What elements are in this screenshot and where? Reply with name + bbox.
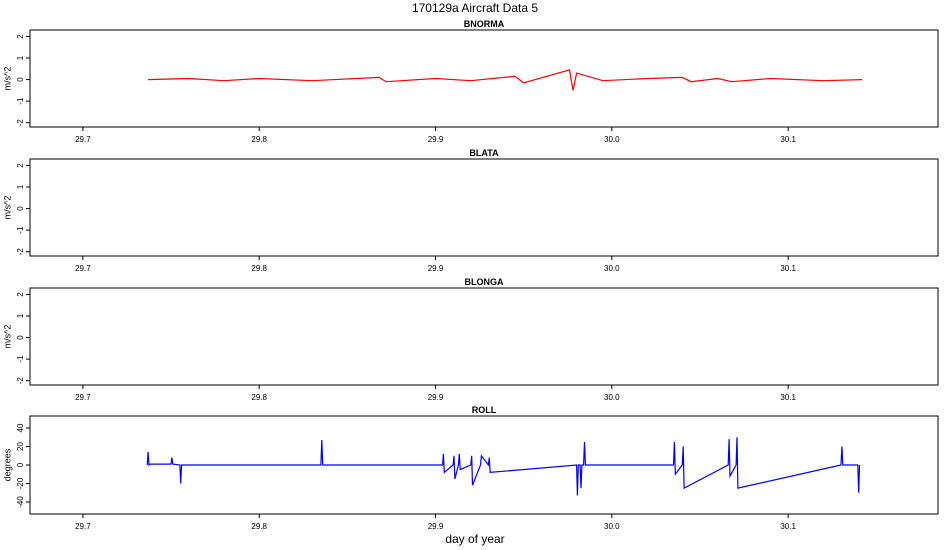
y-tick-label: 2 [16,34,25,39]
x-tick-label: 30.1 [780,264,796,273]
y-tick-label: 20 [16,442,25,451]
x-tick-label: 29.9 [428,135,444,144]
panel-blonga: BLONGA 29.7 29.8 29.9 30.0 30.1 -2 -1 0 1 2 m/s^2 [2,277,939,402]
panel-blata: BLATA 29.7 29.8 29.9 30.0 30.1 -2 -1 0 1 2 m/s^2 [2,148,939,273]
y-tick-label: -2 [16,119,25,127]
x-tick-label: 30.0 [604,393,620,402]
y-tick-label: -2 [16,248,25,256]
y-tick-label: 0 [16,206,25,211]
x-tick-label: 30.1 [780,393,796,402]
x-tick-label: 30.1 [780,135,796,144]
y-tick-label: -20 [16,477,25,489]
y-tick-label: 0 [16,462,25,467]
x-tick-label: 29.7 [75,393,91,402]
y-axis-label: m/s^2 [2,67,12,91]
plot-frame [29,29,939,128]
x-tick-label: 29.8 [251,393,267,402]
y-tick-label: -2 [16,377,25,385]
x-axis-label: day of year [445,532,504,546]
panel-title: BNORMA [464,19,505,29]
x-tick-label: 29.7 [75,522,91,531]
y-tick-label: -1 [16,355,25,363]
y-axis-label: m/s^2 [2,196,12,220]
panel-title: ROLL [472,405,497,415]
y-tick-label: 1 [16,184,25,189]
x-tick-label: 29.9 [428,393,444,402]
series-line [148,69,863,91]
x-tick-label: 29.8 [251,522,267,531]
panel-bnorma: BNORMA 29.7 29.8 29.9 30.0 30.1 -2 -1 0 1 2 m/s^2 [2,19,939,144]
panel-roll: ROLL 29.7 29.8 29.9 30.0 30.1 -40 -20 0 20 40 degre… [2,405,939,531]
page-title: 170129a Aircraft Data 5 [412,1,538,15]
y-tick-label: -1 [16,226,25,234]
y-tick-label: -40 [16,496,25,508]
series-line [146,437,861,496]
y-axis-label: m/s^2 [2,325,12,349]
plot-frame [29,287,939,386]
x-tick-label: 29.7 [75,264,91,273]
y-axis-label: degrees [2,448,12,481]
x-tick-label: 29.9 [428,522,444,531]
x-tick-label: 30.1 [780,522,796,531]
x-tick-label: 30.0 [604,522,620,531]
plot-frame [29,415,939,515]
y-tick-label: -1 [16,97,25,105]
x-tick-label: 30.0 [604,264,620,273]
x-tick-label: 30.0 [604,135,620,144]
y-tick-label: 1 [16,55,25,60]
plot-frame [29,158,939,257]
x-tick-label: 29.7 [75,135,91,144]
y-tick-label: 2 [16,292,25,297]
y-tick-label: 0 [16,335,25,340]
panel-title: BLONGA [465,277,504,287]
y-tick-label: 40 [16,423,25,432]
panel-title: BLATA [469,148,499,158]
y-tick-label: 1 [16,313,25,318]
y-tick-label: 2 [16,163,25,168]
x-tick-label: 29.8 [251,264,267,273]
x-tick-label: 29.9 [428,264,444,273]
x-tick-label: 29.8 [251,135,267,144]
y-tick-label: 0 [16,77,25,82]
